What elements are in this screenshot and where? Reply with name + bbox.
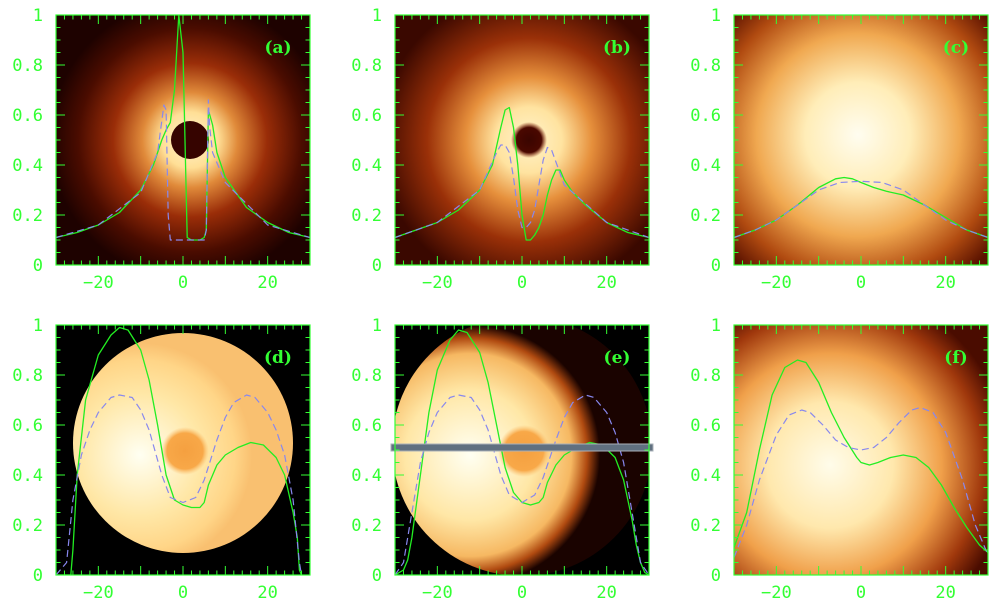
panel-e-ytick-label: 0.6 — [351, 416, 382, 436]
panel-c-xtick-label: 0 — [856, 273, 866, 293]
panel-d: −20 0 20 0 0.2 0.4 0.6 0.8 1 (d) — [12, 316, 311, 603]
panel-f-image — [734, 325, 988, 575]
panel-d-ytick-label: 0.8 — [12, 366, 43, 386]
panel-c-image — [734, 15, 988, 265]
panel-b-solid-curve — [395, 106, 649, 241]
panel-c-ytick-label: 0.4 — [690, 156, 721, 176]
panel-f-ytick-label: 0 — [711, 566, 721, 586]
panel-d-ytick-label: 0 — [33, 566, 43, 586]
panel-d-label: (d) — [264, 348, 292, 368]
panel-c-dashed-curve — [734, 180, 988, 239]
panel-f-solid-curve — [734, 359, 988, 553]
panel-e-dashed-curve — [395, 394, 649, 575]
panel-e-series — [395, 329, 649, 575]
panel-f-ytick-label: 1 — [711, 316, 721, 336]
chart-overlay: −20 0 20 0 0.2 0.4 0.6 0.8 1 (a) −20 0 20 0 0.2 0.4 0.6 0… — [12, 6, 989, 603]
panel-e-solid-curve — [395, 329, 649, 575]
panel-d-xtick-label: 0 — [178, 583, 188, 603]
panel-e-xtick-label: −20 — [422, 583, 453, 603]
panel-a: −20 0 20 0 0.2 0.4 0.6 0.8 1 (a) — [12, 6, 311, 293]
panel-f-ytick-label: 0.4 — [690, 466, 721, 486]
panel-d-ytick-label: 0.4 — [12, 466, 43, 486]
panel-a-ytick-label: 0.8 — [12, 56, 43, 76]
panel-a-xtick-label: 0 — [178, 273, 188, 293]
panel-b-image — [395, 15, 649, 265]
panel-d-ytick-label: 0.6 — [12, 416, 43, 436]
panel-e-label: (e) — [604, 348, 631, 368]
panel-c-xtick-label: −20 — [761, 273, 792, 293]
panel-e-ytick-label: 0.2 — [351, 516, 382, 536]
panel-a-ytick-label: 1 — [33, 6, 43, 26]
panel-b-ytick-label: 0.4 — [351, 156, 382, 176]
panel-c-ytick-label: 1 — [711, 6, 721, 26]
panel-b-xtick-label: −20 — [422, 273, 453, 293]
panel-e-ytick-label: 0.8 — [351, 366, 382, 386]
panel-f-ytick-label: 0.2 — [690, 516, 721, 536]
panel-e-xtick-label: 0 — [517, 583, 527, 603]
panel-c-ytick-label: 0.8 — [690, 56, 721, 76]
panel-b-ytick-label: 0.6 — [351, 106, 382, 126]
panel-a-solid-curve — [56, 15, 310, 241]
panel-c: −20 0 20 0 0.2 0.4 0.6 0.8 1 (c) — [690, 6, 989, 293]
panel-c-xtick-label: 20 — [935, 273, 955, 293]
panel-b-xtick-label: 20 — [596, 273, 616, 293]
panel-a-dashed-curve — [56, 99, 310, 241]
panel-a-label: (a) — [264, 38, 291, 58]
panel-e-ytick-label: 1 — [372, 316, 382, 336]
panel-e-ytick-label: 0 — [372, 566, 382, 586]
panel-f-ytick-label: 0.8 — [690, 366, 721, 386]
panel-d-xtick-label: 20 — [257, 583, 277, 603]
panel-b-ytick-label: 0.8 — [351, 56, 382, 76]
panel-f-label: (f) — [944, 348, 967, 368]
panel-a-xtick-label: 20 — [257, 273, 277, 293]
panel-c-label: (c) — [943, 38, 969, 58]
panel-f-xtick-label: 0 — [856, 583, 866, 603]
panel-c-series — [734, 176, 988, 239]
panel-f-series — [734, 359, 988, 558]
panel-d-xtick-label: −20 — [83, 583, 114, 603]
panel-b-xtick-label: 0 — [517, 273, 527, 293]
panel-a-ytick-label: 0.4 — [12, 156, 43, 176]
panel-d-solid-curve — [56, 326, 303, 575]
panel-e-xtick-label: 20 — [596, 583, 616, 603]
panel-d-ytick-label: 0.2 — [12, 516, 43, 536]
panel-e: −20 0 20 0 0.2 0.4 0.6 0.8 1 (e) — [351, 316, 654, 603]
panel-a-ytick-label: 0.6 — [12, 106, 43, 126]
panel-f-dashed-curve — [734, 406, 988, 558]
panel-a-xtick-label: −20 — [83, 273, 114, 293]
panel-f-xtick-label: −20 — [761, 583, 792, 603]
panel-b-ytick-label: 0.2 — [351, 206, 382, 226]
panel-e-marker-bar — [390, 443, 654, 452]
panel-c-ytick-label: 0.6 — [690, 106, 721, 126]
panel-c-ytick-label: 0.2 — [690, 206, 721, 226]
panel-f-ytick-label: 0.6 — [690, 416, 721, 436]
panel-b-ytick-label: 0 — [372, 256, 382, 276]
panel-a-ytick-label: 0.2 — [12, 206, 43, 226]
panel-d-dashed-curve — [56, 394, 303, 575]
panel-b-ytick-label: 1 — [372, 6, 382, 26]
panel-b: −20 0 20 0 0.2 0.4 0.6 0.8 1 (b) — [351, 6, 650, 293]
panel-b-series — [395, 106, 649, 241]
panel-f-xtick-label: 20 — [935, 583, 955, 603]
panel-d-series — [56, 326, 303, 575]
panel-e-ytick-label: 0.4 — [351, 466, 382, 486]
panel-c-ytick-label: 0 — [711, 256, 721, 276]
panel-a-ytick-label: 0 — [33, 256, 43, 276]
panel-d-ytick-label: 1 — [33, 316, 43, 336]
panel-b-label: (b) — [603, 38, 631, 58]
panel-f: −20 0 20 0 0.2 0.4 0.6 0.8 1 (f) — [690, 316, 989, 603]
panel-a-series — [56, 15, 310, 241]
